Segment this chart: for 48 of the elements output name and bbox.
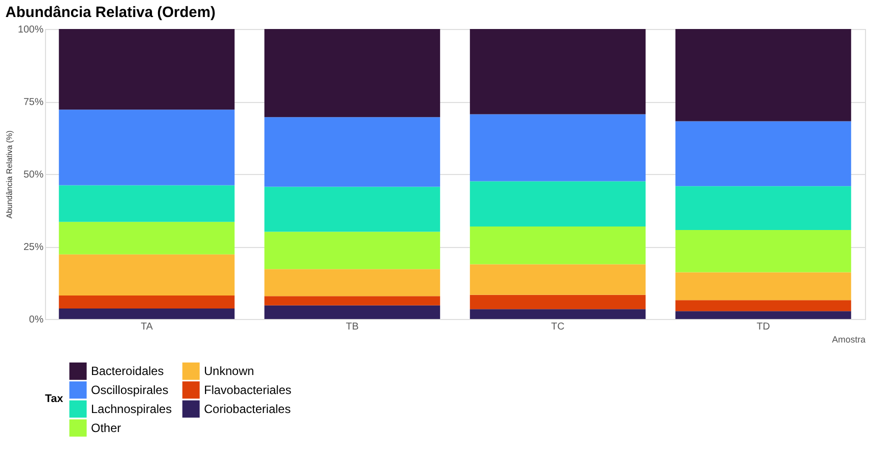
bar xyxy=(58,29,235,110)
y-tick-label: 75% xyxy=(23,97,44,108)
bar xyxy=(264,296,440,306)
bar xyxy=(470,114,646,182)
bar xyxy=(58,308,235,319)
bar xyxy=(58,110,235,186)
x-tick-label: TB xyxy=(346,322,359,332)
legend-label: Unknown xyxy=(204,364,254,378)
bar xyxy=(675,186,852,230)
bar xyxy=(470,226,646,264)
legend-label: Oscillospirales xyxy=(91,383,168,397)
y-axis-title: Abundância Relativa (%) xyxy=(4,130,14,219)
bar xyxy=(264,117,440,187)
bar xyxy=(675,121,852,186)
bar xyxy=(470,181,646,226)
bar xyxy=(470,264,646,295)
legend-label: Bacteroidales xyxy=(91,364,164,378)
y-tick-label: 0% xyxy=(29,314,44,326)
bar xyxy=(58,254,235,296)
bar xyxy=(264,305,440,319)
bar xyxy=(58,296,235,309)
bar xyxy=(58,185,235,222)
x-tick-label: TA xyxy=(140,322,154,332)
bar xyxy=(470,29,646,114)
bar xyxy=(470,294,646,310)
x-tick-label: TC xyxy=(551,322,564,332)
x-axis-title: Amostra xyxy=(832,334,866,344)
bar xyxy=(264,232,440,270)
legend-label: Coriobacteriales xyxy=(204,402,291,416)
bar xyxy=(264,269,440,296)
y-tick-label: 25% xyxy=(23,242,44,253)
bar xyxy=(470,309,646,319)
bar xyxy=(264,186,440,232)
x-tick-label: TD xyxy=(756,322,770,332)
chart-title: Abundância Relativa (Ordem) xyxy=(5,4,216,21)
y-tick-label: 50% xyxy=(23,170,44,180)
bar xyxy=(264,29,440,118)
legend-label: Lachnospirales xyxy=(91,402,172,416)
legend-title: Tax xyxy=(45,393,64,405)
bar xyxy=(675,272,852,300)
bar xyxy=(675,311,852,319)
legend-label: Other xyxy=(91,421,122,435)
y-tick-label: 100% xyxy=(18,24,44,36)
bar xyxy=(675,29,852,122)
bar xyxy=(675,300,852,312)
legend-label: Flavobacteriales xyxy=(204,383,292,397)
bar xyxy=(675,230,852,272)
bar xyxy=(58,222,235,254)
